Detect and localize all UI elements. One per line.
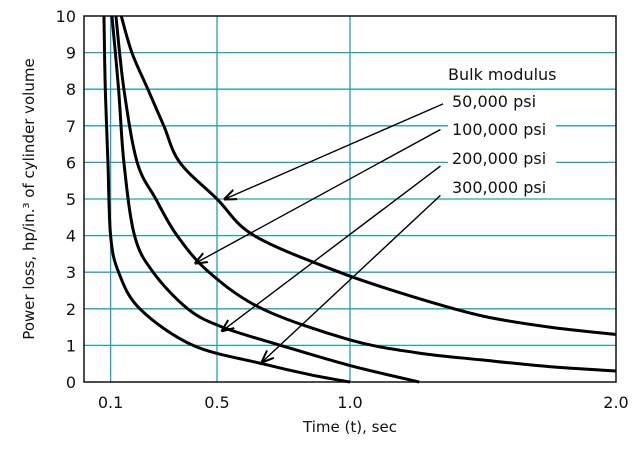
legend-label: 50,000 psi <box>452 92 536 111</box>
arrows <box>196 103 444 362</box>
curve-300000-psi <box>102 15 351 384</box>
y-tick-label: 5 <box>66 190 76 209</box>
x-tick-label: 2.0 <box>603 393 628 412</box>
arrow-300000 <box>262 194 441 362</box>
y-tick-label: 6 <box>66 153 76 172</box>
x-tick-labels: 0.1 0.5 1.0 2.0 <box>98 393 629 412</box>
y-tick-label: 1 <box>66 336 76 355</box>
y-tick-label: 2 <box>66 300 76 319</box>
arrow-200000 <box>222 165 441 331</box>
y-tick-label: 7 <box>66 117 76 136</box>
legend-label-background <box>448 90 556 112</box>
y-tick-label: 0 <box>66 373 76 392</box>
legend-title: Bulk modulus <box>448 65 557 84</box>
legend-title-background <box>444 62 556 84</box>
y-tick-label: 9 <box>66 44 76 63</box>
y-tick-label: 10 <box>56 7 76 26</box>
y-tick-label: 4 <box>66 227 76 246</box>
y-tick-labels: 0 1 2 3 4 5 6 7 8 9 10 <box>56 7 76 392</box>
x-axis-label: Time (t), sec <box>302 418 397 436</box>
legend-label-background <box>448 176 556 198</box>
y-tick-label: 8 <box>66 80 76 99</box>
curves <box>102 15 617 384</box>
legend-label-background <box>448 147 556 169</box>
curve-100000-psi <box>114 15 617 373</box>
x-tick-label: 0.5 <box>204 393 229 412</box>
legend-label: 200,000 psi <box>452 149 546 168</box>
y-tick-label: 3 <box>66 263 76 282</box>
arrow-100000 <box>196 128 441 263</box>
legend-label: 100,000 psi <box>452 120 546 139</box>
y-axis-label: Power loss, hp/in.³ of cylinder volume <box>20 58 38 339</box>
grid <box>84 16 616 382</box>
legend-label: 300,000 psi <box>452 178 546 197</box>
arrow-50000 <box>225 103 444 199</box>
legend-label-background <box>448 118 556 140</box>
x-tick-label: 1.0 <box>337 393 362 412</box>
curve-200000-psi <box>110 15 420 384</box>
legend-background <box>444 62 556 198</box>
x-tick-label: 0.1 <box>98 393 123 412</box>
